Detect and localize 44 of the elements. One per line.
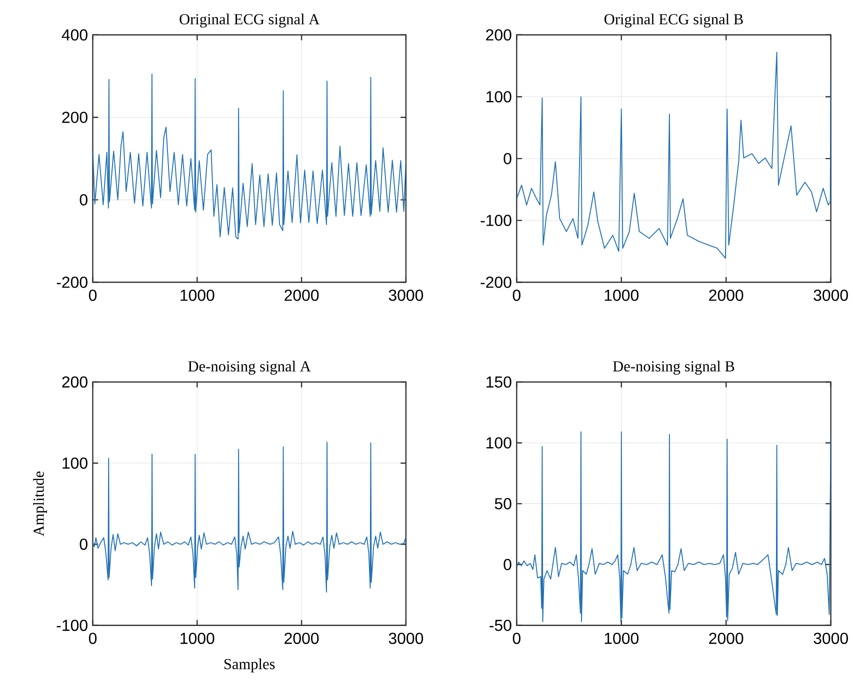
line-series	[516, 52, 831, 259]
y-tick-label: -50	[490, 620, 512, 631]
x-tick-label: 3000	[388, 290, 424, 301]
x-tick-label: 2000	[709, 632, 744, 644]
y-tick-label: -100	[56, 620, 88, 631]
y-tick-label: 200	[62, 112, 88, 123]
x-axis-title: Samples	[224, 658, 275, 672]
y-tick-label: -100	[480, 214, 512, 226]
x-tick-label: 3000	[814, 290, 848, 301]
y-tick-label: 50	[494, 498, 512, 510]
line-series	[92, 441, 406, 592]
x-tick-label: 2000	[709, 290, 744, 301]
y-tick-label: 0	[504, 558, 512, 570]
x-tick-label: 0	[88, 290, 97, 301]
y-tick-label: 150	[486, 376, 512, 388]
x-tick-label: 3000	[388, 632, 424, 644]
x-tick-label: 1000	[604, 632, 639, 644]
y-tick-label: -200	[480, 276, 512, 288]
line-series	[92, 74, 406, 240]
chart-title: Original ECG signal B	[604, 14, 743, 28]
y-axis-title: Amplitude	[33, 471, 47, 536]
y-tick-label: -200	[56, 276, 88, 288]
y-tick-label: 100	[62, 457, 88, 469]
x-tick-label: 1000	[180, 632, 214, 644]
y-tick-label: 0	[504, 152, 512, 164]
chart-title: Original ECG signal A	[180, 14, 320, 28]
y-tick-label: 0	[80, 538, 88, 550]
x-tick-label: 0	[88, 632, 97, 644]
x-tick-label: 1000	[604, 290, 639, 301]
chart-title: De-noising signal B	[613, 360, 734, 375]
line-series	[516, 431, 831, 622]
chart-title: De-noising signal A	[188, 360, 311, 375]
x-tick-label: 1000	[180, 290, 214, 301]
x-tick-label: 3000	[814, 632, 848, 644]
y-tick-label: 400	[62, 29, 88, 40]
x-tick-label: 0	[512, 290, 520, 301]
y-tick-label: 200	[486, 29, 512, 40]
y-tick-label: 100	[486, 437, 512, 448]
x-tick-label: 2000	[284, 632, 319, 644]
y-tick-label: 200	[62, 376, 88, 388]
y-tick-label: 100	[486, 91, 512, 102]
x-tick-label: 2000	[284, 290, 319, 301]
x-tick-label: 0	[512, 632, 520, 644]
y-tick-label: 0	[80, 194, 88, 206]
